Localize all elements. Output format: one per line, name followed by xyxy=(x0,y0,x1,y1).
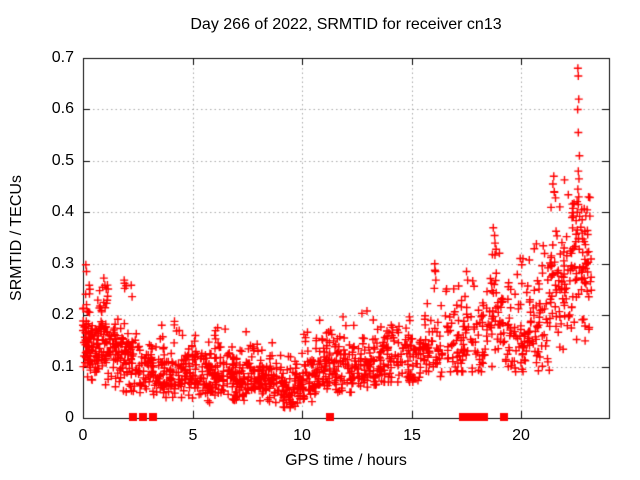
y-tick-label: 0.3 xyxy=(51,255,74,272)
y-tick-label: 0 xyxy=(65,409,74,426)
y-tick-label: 0.1 xyxy=(51,358,74,375)
y-tick-label: 0.5 xyxy=(51,152,74,169)
chart-title: Day 266 of 2022, SRMTID for receiver cn1… xyxy=(190,16,502,33)
x-axis-label: GPS time / hours xyxy=(285,452,407,469)
y-tick-label: 0.6 xyxy=(51,100,74,117)
y-tick-label: 0.7 xyxy=(51,49,74,66)
x-tick-label: 20 xyxy=(512,427,530,444)
x-tick-label: 0 xyxy=(78,427,88,444)
y-tick-label: 0.4 xyxy=(51,203,74,220)
y-tick-labels: 0 0.1 0.2 0.3 0.4 0.5 0.6 0.7 xyxy=(0,0,74,480)
x-tick-label: 15 xyxy=(403,427,421,444)
x-tick-label: 5 xyxy=(188,427,198,444)
x-tick-label: 10 xyxy=(293,427,311,444)
y-tick-label: 0.2 xyxy=(51,306,74,323)
